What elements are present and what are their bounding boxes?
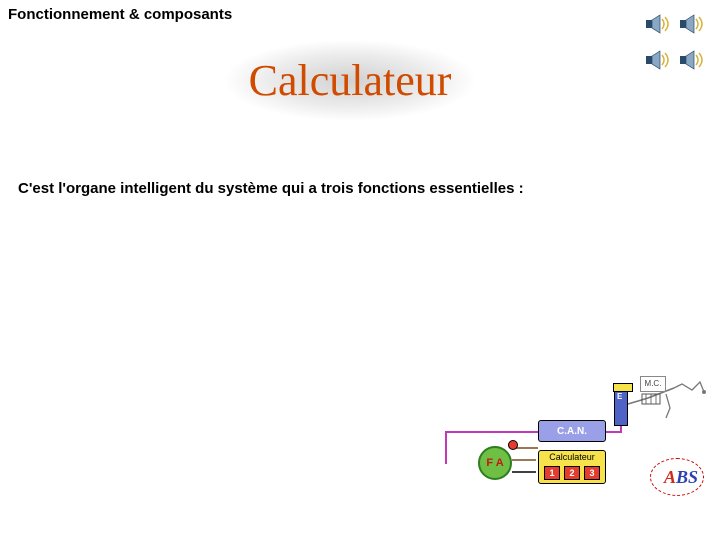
speaker-icon (678, 48, 706, 72)
calc-slots: 1 2 3 (539, 466, 605, 480)
header-text: Fonctionnement & composants (8, 6, 232, 23)
calc-slot: 3 (584, 466, 600, 480)
main-title: Calculateur (210, 55, 490, 106)
fa-dot-icon (508, 440, 518, 450)
intro-text: C'est l'organe intelligent du système qu… (18, 180, 524, 197)
can-label: C.A.N. (557, 426, 587, 437)
calculateur-box: Calculateur 1 2 3 (538, 450, 606, 484)
abs-a: A (664, 467, 676, 487)
calc-slot: 1 (544, 466, 560, 480)
calculateur-label: Calculateur (539, 453, 605, 463)
mc-box: M.C. (640, 376, 666, 392)
calc-slot: 2 (564, 466, 580, 480)
abs-label: ABS (664, 467, 698, 488)
system-diagram: C.A.N. Calculateur 1 2 3 F A E M.C. ABS (416, 374, 706, 494)
speaker-icon (644, 48, 672, 72)
mc-label: M.C. (645, 379, 662, 388)
speaker-icon (644, 12, 672, 36)
title-region: Calculateur (210, 55, 490, 106)
page-header: Fonctionnement & composants (0, 0, 720, 29)
fa-disc: F A (478, 446, 512, 480)
speaker-icon (678, 12, 706, 36)
sensor-e-label: E (617, 392, 622, 401)
fa-label: F A (486, 457, 503, 469)
abs-bs: BS (676, 467, 698, 487)
speaker-icon-grid (644, 12, 706, 76)
can-box: C.A.N. (538, 420, 606, 442)
